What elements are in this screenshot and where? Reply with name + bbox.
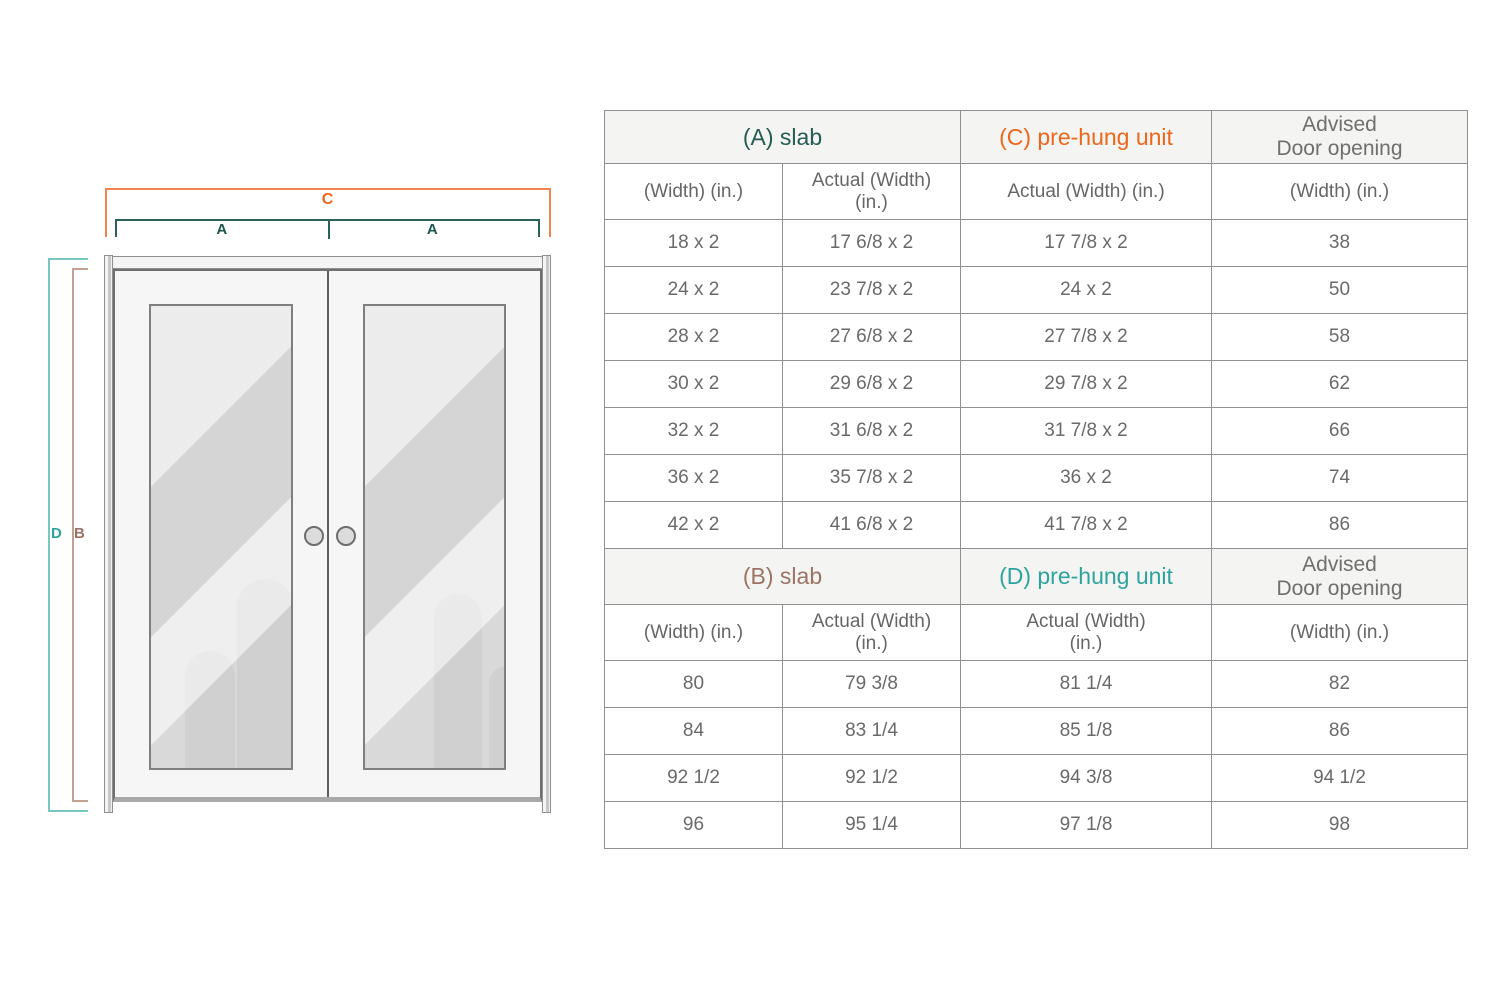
table-row: 36 x 2 35 7/8 x 2 36 x 2 74: [604, 454, 1468, 503]
glass-reflection-arch: [489, 666, 504, 768]
dimension-bracket-a: A A: [115, 219, 540, 239]
column-header: Actual (Width) (in.): [960, 163, 1212, 221]
table-cell: 17 6/8 x 2: [782, 219, 961, 268]
dimension-bracket-b: [72, 268, 88, 802]
dimension-bracket-c: C: [105, 188, 551, 237]
door-head-jamb: [104, 256, 551, 269]
column-header: Actual (Width) (in.): [960, 604, 1212, 662]
right-door-knob: [336, 526, 356, 546]
door-size-table: (A) slab (C) pre-hung unit Advised Door …: [604, 109, 1468, 850]
table-cell: 66: [1211, 407, 1468, 456]
table-cell: 30 x 2: [604, 360, 783, 409]
table-cell: 96: [604, 801, 783, 850]
table-cell: 31 7/8 x 2: [960, 407, 1212, 456]
column-header: Actual (Width) (in.): [782, 604, 961, 662]
glass-reflection-arch: [434, 594, 482, 768]
table-cell: 35 7/8 x 2: [782, 454, 961, 503]
table-row: 24 x 2 23 7/8 x 2 24 x 2 50: [604, 266, 1468, 315]
bracket-a-divider: [327, 221, 330, 239]
group-header-b-slab: (B) slab: [604, 548, 961, 606]
table-cell: 86: [1211, 501, 1468, 550]
table-cell: 32 x 2: [604, 407, 783, 456]
table-row: 30 x 2 29 6/8 x 2 29 7/8 x 2 62: [604, 360, 1468, 409]
glass-reflection-arch: [185, 651, 235, 768]
table-cell: 41 7/8 x 2: [960, 501, 1212, 550]
dimension-label-d: D: [51, 525, 62, 542]
table-cell: 85 1/8: [960, 707, 1212, 756]
dimension-bracket-d: [48, 258, 88, 812]
dimension-label-a-left: A: [216, 221, 229, 238]
group-header-advised-opening: Advised Door opening: [1211, 548, 1468, 606]
table-cell: 81 1/4: [960, 660, 1212, 709]
column-header: Actual (Width) (in.): [782, 163, 961, 221]
table-cell: 94 3/8: [960, 754, 1212, 803]
table-cell: 29 6/8 x 2: [782, 360, 961, 409]
table-cell: 92 1/2: [604, 754, 783, 803]
group-header-advised-opening: Advised Door opening: [1211, 109, 1468, 165]
dimension-label-c: C: [321, 191, 335, 208]
table-cell: 83 1/4: [782, 707, 961, 756]
table-cell: 98: [1211, 801, 1468, 850]
group-header-c-prehung: (C) pre-hung unit: [960, 109, 1212, 165]
table-cell: 27 6/8 x 2: [782, 313, 961, 362]
table-cell: 79 3/8: [782, 660, 961, 709]
table-row: 92 1/2 92 1/2 94 3/8 94 1/2: [604, 754, 1468, 803]
table-row: 28 x 2 27 6/8 x 2 27 7/8 x 2 58: [604, 313, 1468, 362]
table-cell: 38: [1211, 219, 1468, 268]
right-door-glass-panel: [363, 304, 506, 770]
table-cell: 29 7/8 x 2: [960, 360, 1212, 409]
table-row: (A) slab (C) pre-hung unit Advised Door …: [604, 109, 1468, 165]
glass-reflection-arch: [237, 579, 291, 768]
table-row: 32 x 2 31 6/8 x 2 31 7/8 x 2 66: [604, 407, 1468, 456]
table-row: (B) slab (D) pre-hung unit Advised Door …: [604, 548, 1468, 606]
table-cell: 84: [604, 707, 783, 756]
dimension-label-b: B: [74, 525, 85, 542]
table-cell: 41 6/8 x 2: [782, 501, 961, 550]
table-cell: 42 x 2: [604, 501, 783, 550]
table-row: 42 x 2 41 6/8 x 2 41 7/8 x 2 86: [604, 501, 1468, 550]
table-cell: 80: [604, 660, 783, 709]
table-cell: 58: [1211, 313, 1468, 362]
table-row: 84 83 1/4 85 1/8 86: [604, 707, 1468, 756]
table-cell: 95 1/4: [782, 801, 961, 850]
column-header: (Width) (in.): [1211, 163, 1468, 221]
double-door: [113, 269, 542, 802]
table-cell: 92 1/2: [782, 754, 961, 803]
table-row: (Width) (in.) Actual (Width) (in.) Actua…: [604, 163, 1468, 221]
table-cell: 86: [1211, 707, 1468, 756]
table-cell: 23 7/8 x 2: [782, 266, 961, 315]
table-row: 18 x 2 17 6/8 x 2 17 7/8 x 2 38: [604, 219, 1468, 268]
table-cell: 36 x 2: [960, 454, 1212, 503]
dimension-label-a-right: A: [426, 221, 439, 238]
left-door-glass-panel: [149, 304, 293, 770]
table-cell: 31 6/8 x 2: [782, 407, 961, 456]
table-row: (Width) (in.) Actual (Width) (in.) Actua…: [604, 604, 1468, 662]
table-cell: 74: [1211, 454, 1468, 503]
table-cell: 94 1/2: [1211, 754, 1468, 803]
table-cell: 28 x 2: [604, 313, 783, 362]
table-cell: 27 7/8 x 2: [960, 313, 1212, 362]
table-cell: 24 x 2: [960, 266, 1212, 315]
table-cell: 24 x 2: [604, 266, 783, 315]
group-header-a-slab: (A) slab: [604, 109, 961, 165]
column-header: (Width) (in.): [604, 604, 783, 662]
column-header: (Width) (in.): [604, 163, 783, 221]
table-cell: 97 1/8: [960, 801, 1212, 850]
group-header-d-prehung: (D) pre-hung unit: [960, 548, 1212, 606]
table-row: 96 95 1/4 97 1/8 98: [604, 801, 1468, 850]
door-meeting-stile: [327, 271, 329, 797]
table-row: 80 79 3/8 81 1/4 82: [604, 660, 1468, 709]
left-door-knob: [304, 526, 324, 546]
table-cell: 82: [1211, 660, 1468, 709]
table-cell: 62: [1211, 360, 1468, 409]
door-right-jamb: [542, 255, 551, 813]
table-cell: 17 7/8 x 2: [960, 219, 1212, 268]
table-cell: 36 x 2: [604, 454, 783, 503]
table-cell: 50: [1211, 266, 1468, 315]
table-cell: 18 x 2: [604, 219, 783, 268]
column-header: (Width) (in.): [1211, 604, 1468, 662]
door-left-jamb: [104, 255, 113, 813]
